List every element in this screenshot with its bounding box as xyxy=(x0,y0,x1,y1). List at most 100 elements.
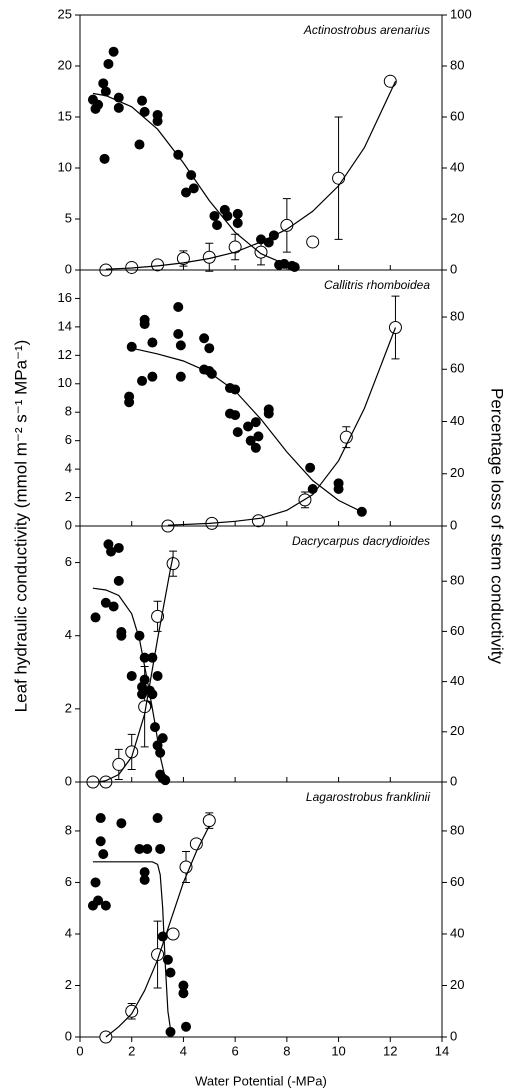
filled-point xyxy=(232,427,243,438)
y-tick-label: 12 xyxy=(58,347,72,362)
y2-tick-label: 60 xyxy=(450,623,464,638)
x-tick-label: 8 xyxy=(283,1043,290,1058)
filled-point xyxy=(204,343,215,354)
y-tick-label: 10 xyxy=(58,375,72,390)
filled-point xyxy=(108,601,119,612)
y2-tick-label: 20 xyxy=(450,723,464,738)
filled-point xyxy=(100,900,111,911)
fit-curve xyxy=(167,327,397,526)
x-tick-label: 2 xyxy=(128,1043,135,1058)
y-tick-label: 14 xyxy=(58,318,72,333)
y2-tick-label: 100 xyxy=(450,6,472,21)
y2-tick-label: 20 xyxy=(450,465,464,480)
x-tick-label: 0 xyxy=(76,1043,83,1058)
panel-title: Callitris rhomboidea xyxy=(324,278,430,292)
y2-tick-label: 80 xyxy=(450,822,464,837)
filled-point xyxy=(152,813,163,824)
y-axis-label: Leaf hydraulic conductivity (mmol m⁻² s⁻… xyxy=(11,340,30,713)
y-tick-label: 10 xyxy=(58,159,72,174)
open-point xyxy=(112,757,126,771)
x-tick-label: 14 xyxy=(435,1043,449,1058)
filled-point xyxy=(139,106,150,117)
y-tick-label: 6 xyxy=(65,874,72,889)
open-point xyxy=(166,557,180,571)
open-point xyxy=(251,514,265,528)
filled-point xyxy=(139,874,150,885)
open-point xyxy=(332,171,346,185)
filled-point xyxy=(222,210,233,221)
filled-point xyxy=(250,442,261,453)
y2-tick-label: 40 xyxy=(450,159,464,174)
open-point xyxy=(99,1030,113,1044)
open-point xyxy=(151,609,165,623)
filled-point xyxy=(116,630,127,641)
y2-tick-label: 0 xyxy=(450,773,457,788)
y2-tick-label: 60 xyxy=(450,874,464,889)
fit-curve xyxy=(105,81,397,270)
y-tick-label: 0 xyxy=(65,773,72,788)
y2-tick-label: 60 xyxy=(450,108,464,123)
panel-title: Lagarostrobus franklinii xyxy=(306,790,430,804)
open-point xyxy=(228,240,242,254)
y-tick-label: 6 xyxy=(65,554,72,569)
y2-tick-label: 80 xyxy=(450,573,464,588)
y2-tick-label: 40 xyxy=(450,413,464,428)
filled-point xyxy=(173,329,184,339)
filled-point xyxy=(232,218,243,229)
y-tick-label: 4 xyxy=(65,461,72,476)
fit-curve xyxy=(98,555,174,783)
filled-point xyxy=(188,183,199,194)
filled-point xyxy=(126,670,137,681)
filled-point xyxy=(95,813,106,824)
y-tick-label: 0 xyxy=(65,1028,72,1043)
fit-curve xyxy=(92,861,174,1035)
filled-point xyxy=(155,843,166,854)
open-point xyxy=(202,814,216,828)
filled-point xyxy=(230,384,241,395)
filled-point xyxy=(232,208,243,219)
filled-point xyxy=(175,340,186,351)
filled-point xyxy=(98,849,109,860)
y2-tick-label: 80 xyxy=(450,57,464,72)
filled-point xyxy=(142,843,153,854)
filled-point xyxy=(113,102,124,113)
filled-point xyxy=(175,371,186,382)
filled-point xyxy=(181,1021,192,1032)
y-tick-label: 0 xyxy=(65,261,72,276)
filled-point xyxy=(93,895,104,906)
open-point xyxy=(254,245,268,259)
y2-tick-label: 0 xyxy=(450,517,457,532)
y-tick-label: 4 xyxy=(65,627,72,642)
filled-point xyxy=(99,153,110,164)
filled-point xyxy=(95,836,106,847)
open-point xyxy=(383,74,397,88)
x-tick-label: 10 xyxy=(331,1043,345,1058)
y-tick-label: 2 xyxy=(65,489,72,504)
filled-point xyxy=(181,187,192,198)
filled-point xyxy=(178,980,189,991)
filled-point xyxy=(165,967,176,978)
y-tick-label: 20 xyxy=(58,57,72,72)
plot-frame xyxy=(79,525,443,783)
filled-point xyxy=(307,484,318,495)
y2-tick-label: 20 xyxy=(450,977,464,992)
plot-frame xyxy=(79,14,443,271)
filled-point xyxy=(113,542,124,553)
filled-point xyxy=(253,431,264,442)
filled-point xyxy=(147,337,158,348)
y-tick-label: 16 xyxy=(58,290,72,305)
y-tick-label: 4 xyxy=(65,925,72,940)
filled-point xyxy=(263,404,274,415)
open-point xyxy=(176,252,190,266)
fit-curve xyxy=(92,92,300,269)
panel-title: Actinostrobus arenarius xyxy=(303,23,430,37)
filled-point xyxy=(126,341,137,352)
y2-tick-label: 0 xyxy=(450,261,457,276)
filled-point xyxy=(356,506,367,517)
y2-tick-label: 0 xyxy=(450,1028,457,1043)
y2-tick-label: 80 xyxy=(450,308,464,323)
filled-point xyxy=(90,877,101,888)
y-tick-label: 6 xyxy=(65,432,72,447)
filled-point xyxy=(333,484,344,495)
